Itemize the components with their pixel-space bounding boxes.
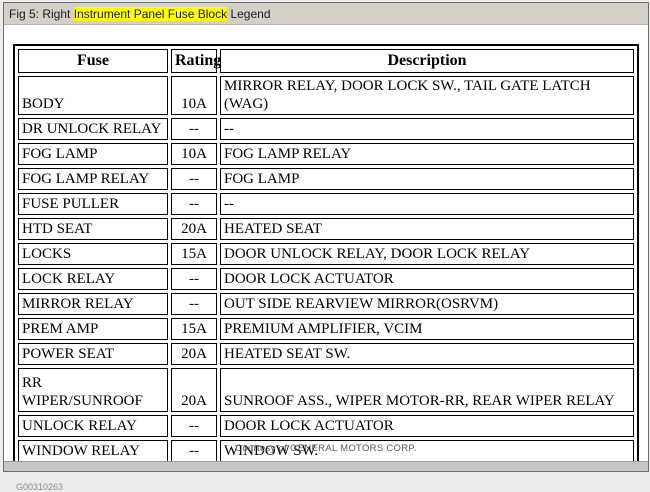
table-row: PREM AMP 15A PREMIUM AMPLIFIER, VCIM	[18, 318, 634, 341]
description-cell: HEATED SEAT	[220, 218, 634, 241]
description-cell: --	[220, 118, 634, 141]
fuse-cell: HTD SEAT	[18, 218, 168, 241]
fuse-cell: POWER SEAT	[18, 343, 168, 366]
description-cell: SUNROOF ASS., WIPER MOTOR-RR, REAR WIPER…	[220, 368, 634, 413]
fuse-cell: BODY	[18, 76, 168, 116]
fuse-table-body: BODY 10A MIRROR RELAY, DOOR LOCK SW., TA…	[18, 76, 634, 463]
rating-cell: --	[171, 415, 217, 438]
courtesy-line: Courtesy of GENERAL MOTORS CORP.	[235, 443, 417, 454]
rating-cell: 20A	[171, 343, 217, 366]
table-row: FOG LAMP RELAY -- FOG LAMP	[18, 168, 634, 191]
description-cell: DOOR UNLOCK RELAY, DOOR LOCK RELAY	[220, 243, 634, 266]
description-cell: OUT SIDE REARVIEW MIRROR(OSRVM)	[220, 293, 634, 316]
rating-cell: 15A	[171, 243, 217, 266]
rating-cell: 10A	[171, 143, 217, 166]
fuse-cell: PREM AMP	[18, 318, 168, 341]
table-row: BODY 10A MIRROR RELAY, DOOR LOCK SW., TA…	[18, 76, 634, 116]
fuse-cell: FOG LAMP RELAY	[18, 168, 168, 191]
fuse-cell: LOCK RELAY	[18, 268, 168, 291]
table-row: LOCKS 15A DOOR UNLOCK RELAY, DOOR LOCK R…	[18, 243, 634, 266]
table-row: FOG LAMP 10A FOG LAMP RELAY	[18, 143, 634, 166]
table-row: FUSE PULLER -- --	[18, 193, 634, 216]
description-cell: DOOR LOCK ACTUATOR	[220, 415, 634, 438]
figure-id: G00310263	[16, 482, 64, 492]
document-window: Fig 5: Right Instrument Panel Fuse Block…	[3, 2, 649, 492]
description-cell: FOG LAMP RELAY	[220, 143, 634, 166]
column-header-description: Description	[220, 49, 634, 73]
table-header-row: Fuse Rating Description	[18, 49, 634, 73]
description-cell: FOG LAMP	[220, 168, 634, 191]
table-row: UNLOCK RELAY -- DOOR LOCK ACTUATOR	[18, 415, 634, 438]
rating-cell: 10A	[171, 76, 217, 116]
table-row: LOCK RELAY -- DOOR LOCK ACTUATOR	[18, 268, 634, 291]
table-row: HTD SEAT 20A HEATED SEAT	[18, 218, 634, 241]
fuse-cell: UNLOCK RELAY	[18, 415, 168, 438]
rating-cell: --	[171, 168, 217, 191]
fuse-cell: FUSE PULLER	[18, 193, 168, 216]
description-cell: HEATED SEAT SW.	[220, 343, 634, 366]
rating-cell: 20A	[171, 368, 217, 413]
window-bottom-bar	[4, 461, 648, 471]
figure-title-bar: Fig 5: Right Instrument Panel Fuse Block…	[4, 3, 648, 25]
figure-title-highlight: Instrument Panel Fuse Block	[73, 6, 228, 21]
table-row: MIRROR RELAY -- OUT SIDE REARVIEW MIRROR…	[18, 293, 634, 316]
fuse-cell: FOG LAMP	[18, 143, 168, 166]
description-cell: PREMIUM AMPLIFIER, VCIM	[220, 318, 634, 341]
description-cell: MIRROR RELAY, DOOR LOCK SW., TAIL GATE L…	[220, 76, 634, 116]
description-cell: DOOR LOCK ACTUATOR	[220, 268, 634, 291]
fuse-cell: RR WIPER/SUNROOF	[18, 368, 168, 413]
fuse-cell: DR UNLOCK RELAY	[18, 118, 168, 141]
rating-cell: --	[171, 118, 217, 141]
figure-title-prefix: Fig 5: Right	[9, 6, 74, 21]
rating-cell: --	[171, 268, 217, 291]
column-header-fuse: Fuse	[18, 49, 168, 73]
rating-cell: --	[171, 293, 217, 316]
table-row: RR WIPER/SUNROOF 20A SUNROOF ASS., WIPER…	[18, 368, 634, 413]
table-row: DR UNLOCK RELAY -- --	[18, 118, 634, 141]
description-cell: --	[220, 193, 634, 216]
rating-cell: 20A	[171, 218, 217, 241]
figure-title-suffix: Legend	[227, 6, 271, 21]
column-header-rating: Rating	[171, 49, 221, 73]
rating-cell: 15A	[171, 318, 217, 341]
rating-cell: --	[171, 193, 217, 216]
fuse-cell: MIRROR RELAY	[18, 293, 168, 316]
fuse-legend-table: Fuse Rating Description BODY 10A MIRROR …	[13, 44, 639, 468]
table-row: POWER SEAT 20A HEATED SEAT SW.	[18, 343, 634, 366]
fuse-cell: LOCKS	[18, 243, 168, 266]
